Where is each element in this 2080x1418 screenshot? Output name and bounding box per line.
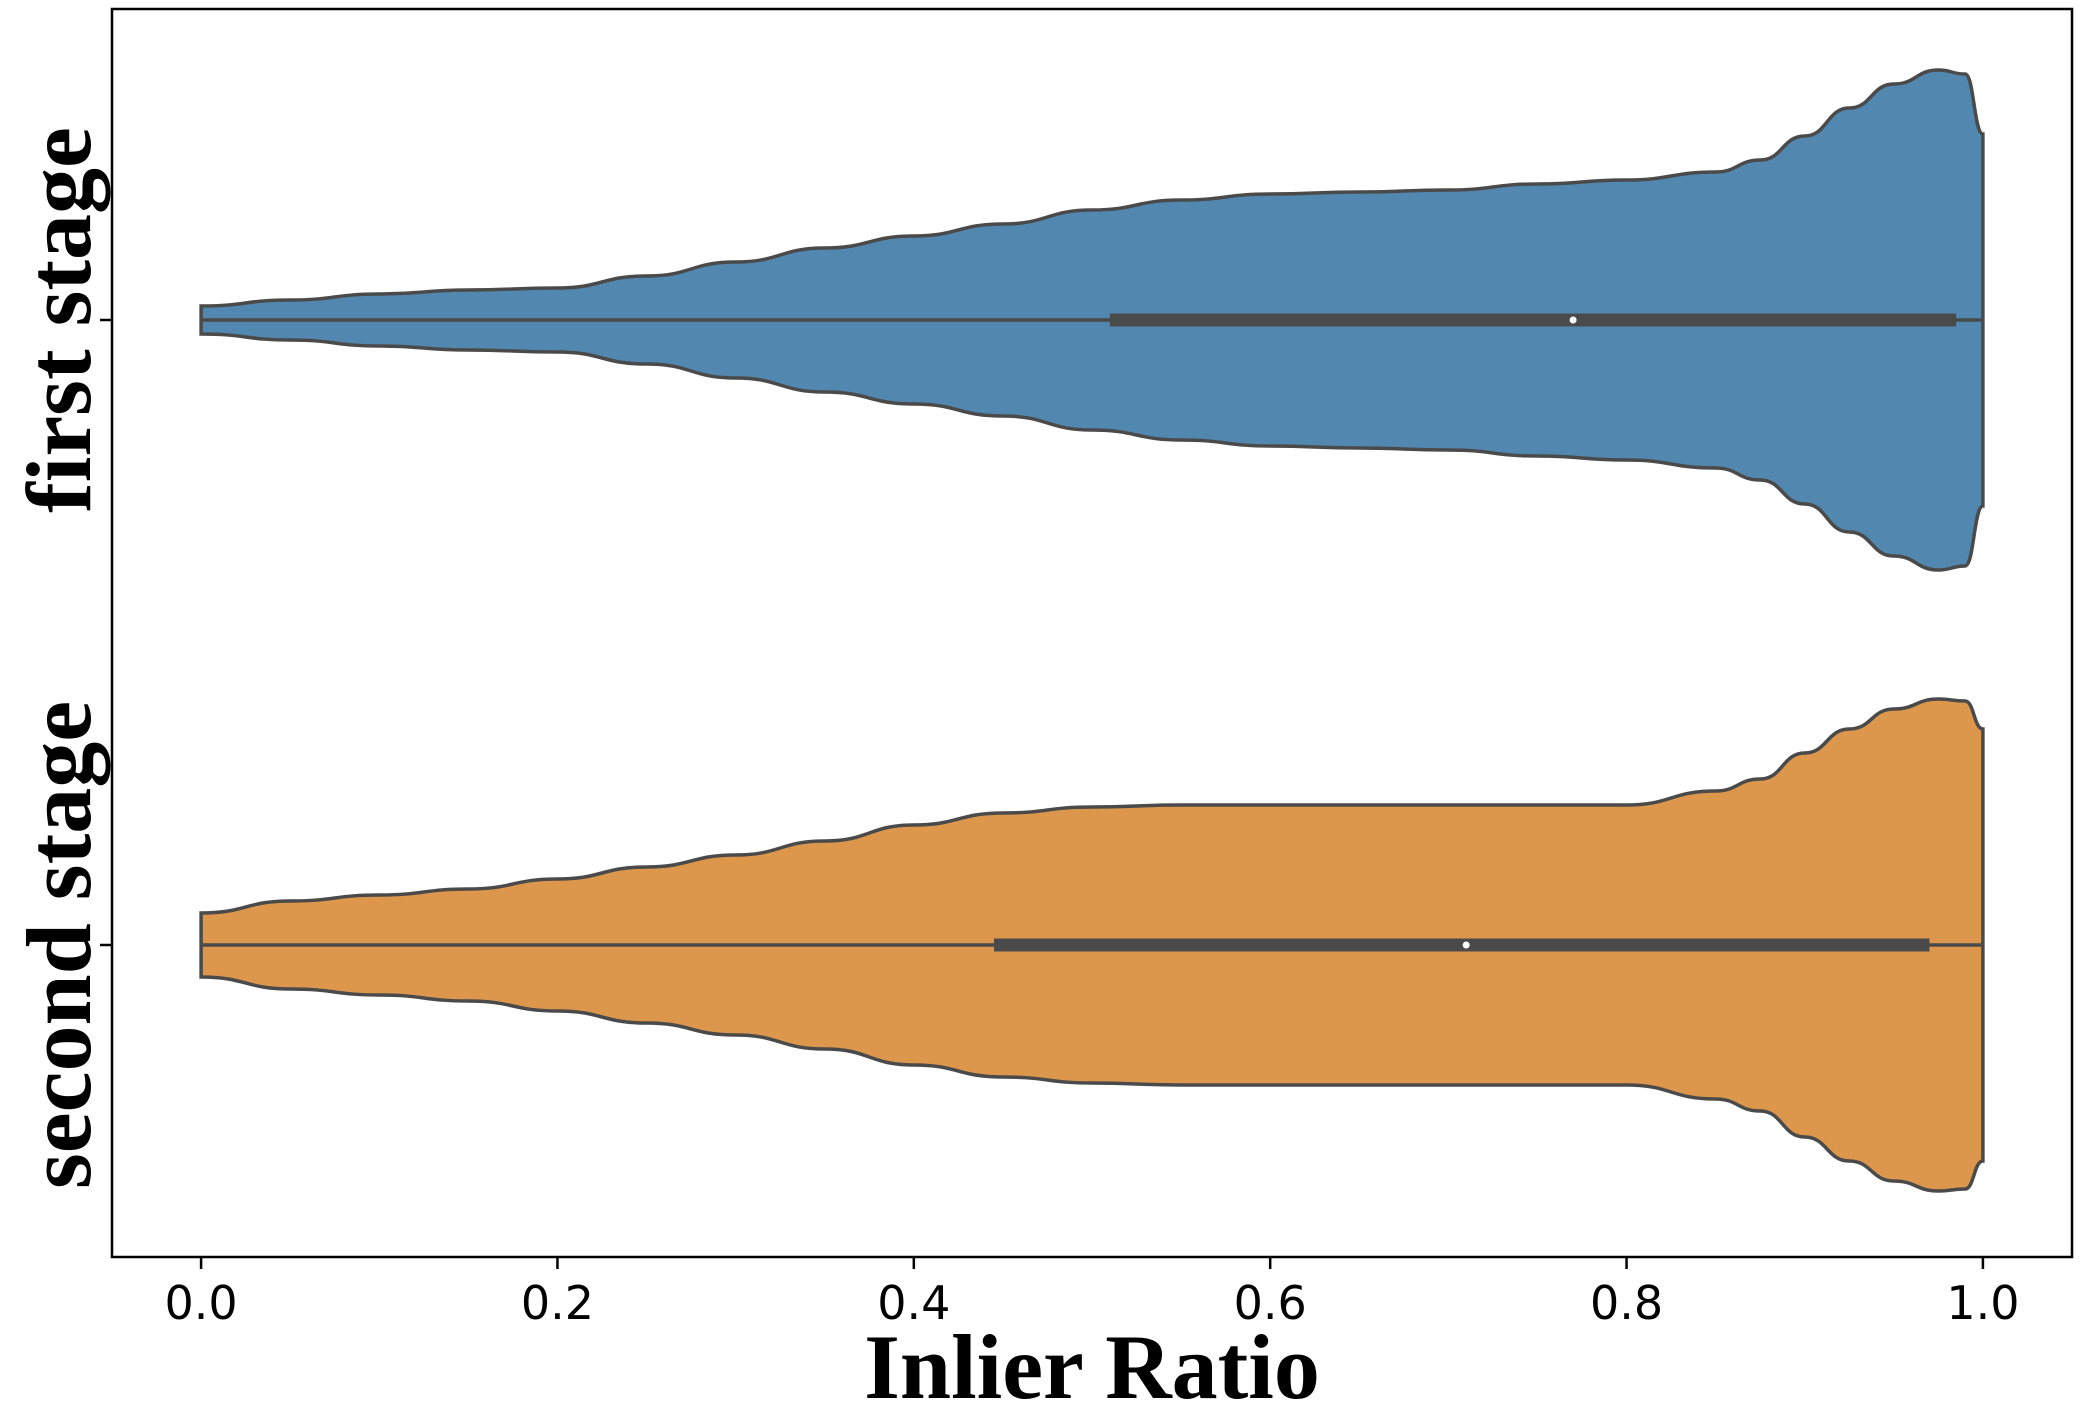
plot-frame <box>110 7 2074 1259</box>
x-axis-title: Inlier Ratio <box>864 1316 1320 1418</box>
x-tick-label: 0.4 <box>877 1276 950 1330</box>
x-tick-label: 1.0 <box>1946 1276 2019 1330</box>
x-tick-label: 0.8 <box>1590 1276 1663 1330</box>
x-axis-ticks: 0.0 0.2 0.4 0.6 0.8 1.0 <box>165 1257 2019 1330</box>
median-marker-second-stage <box>1462 941 1470 949</box>
y-axis-ticks: first stage second stage <box>8 127 112 1189</box>
violins-layer <box>199 68 1985 1193</box>
x-tick-label: 0.6 <box>1234 1276 1307 1330</box>
violin-first-stage <box>199 68 1985 572</box>
median-marker-first-stage <box>1569 316 1577 324</box>
x-tick-label: 0.0 <box>165 1276 238 1330</box>
x-tick-label: 0.2 <box>521 1276 594 1330</box>
violin-second-stage <box>199 697 1985 1193</box>
y-category-label-first-stage: first stage <box>8 127 110 513</box>
y-category-label-second-stage: second stage <box>8 701 110 1189</box>
